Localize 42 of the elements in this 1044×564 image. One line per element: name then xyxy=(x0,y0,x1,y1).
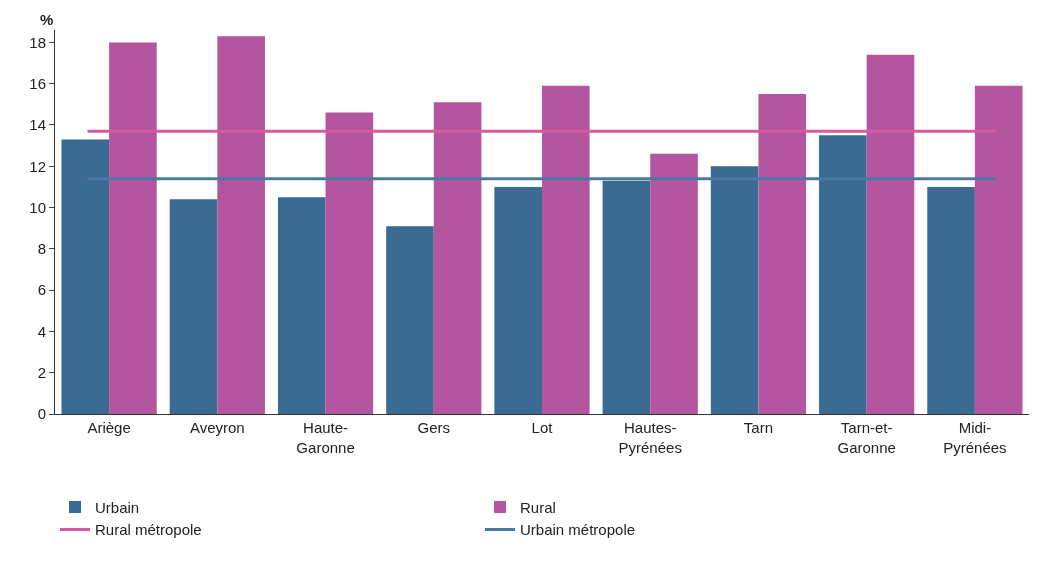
bar xyxy=(217,36,265,414)
x-tick-label: Gers xyxy=(417,419,451,436)
y-tick-label: 12 xyxy=(29,157,46,175)
bar xyxy=(542,85,590,414)
bar xyxy=(866,54,915,414)
y-tick-label: 4 xyxy=(37,322,46,340)
bar xyxy=(758,94,807,414)
bar xyxy=(974,85,1023,414)
x-tick-label: Aveyron xyxy=(189,419,245,436)
y-tick-label: 16 xyxy=(29,74,46,92)
bar xyxy=(710,166,759,414)
x-tick-label: Hautes-Pyrénées xyxy=(618,419,682,456)
bar xyxy=(169,199,218,414)
x-tick-label: Tarn-et-Garonne xyxy=(837,419,896,456)
bar xyxy=(433,102,482,414)
bar xyxy=(109,42,157,414)
legend-label: Urbain métropole xyxy=(520,521,636,539)
bar xyxy=(325,112,374,414)
x-tick-label: Tarn xyxy=(743,419,774,436)
x-tick-label: Midi-Pyrénées xyxy=(943,419,1007,456)
y-tick-label: 6 xyxy=(37,281,46,299)
bar xyxy=(650,153,698,414)
y-tick-label: 0 xyxy=(37,405,46,423)
x-tick-label: Haute-Garonne xyxy=(296,419,355,456)
legend-label: Rural xyxy=(520,498,556,516)
bar xyxy=(277,197,326,414)
y-tick-label: 10 xyxy=(29,198,46,216)
bar xyxy=(819,135,867,414)
x-tick-label: Ariège xyxy=(87,419,131,436)
y-tick-label: 8 xyxy=(37,240,46,258)
y-tick-label: 18 xyxy=(29,33,46,51)
bar xyxy=(602,180,651,414)
y-axis-title: % xyxy=(40,11,54,28)
bar xyxy=(386,226,434,414)
bar xyxy=(494,186,542,414)
legend-label: Rural métropole xyxy=(95,521,202,539)
bar xyxy=(61,139,110,414)
bar xyxy=(927,186,975,414)
legend-label: Urbain xyxy=(95,498,140,516)
x-tick-label: Lot xyxy=(531,419,554,436)
y-tick-label: 2 xyxy=(37,363,46,381)
y-tick-label: 14 xyxy=(29,116,46,134)
